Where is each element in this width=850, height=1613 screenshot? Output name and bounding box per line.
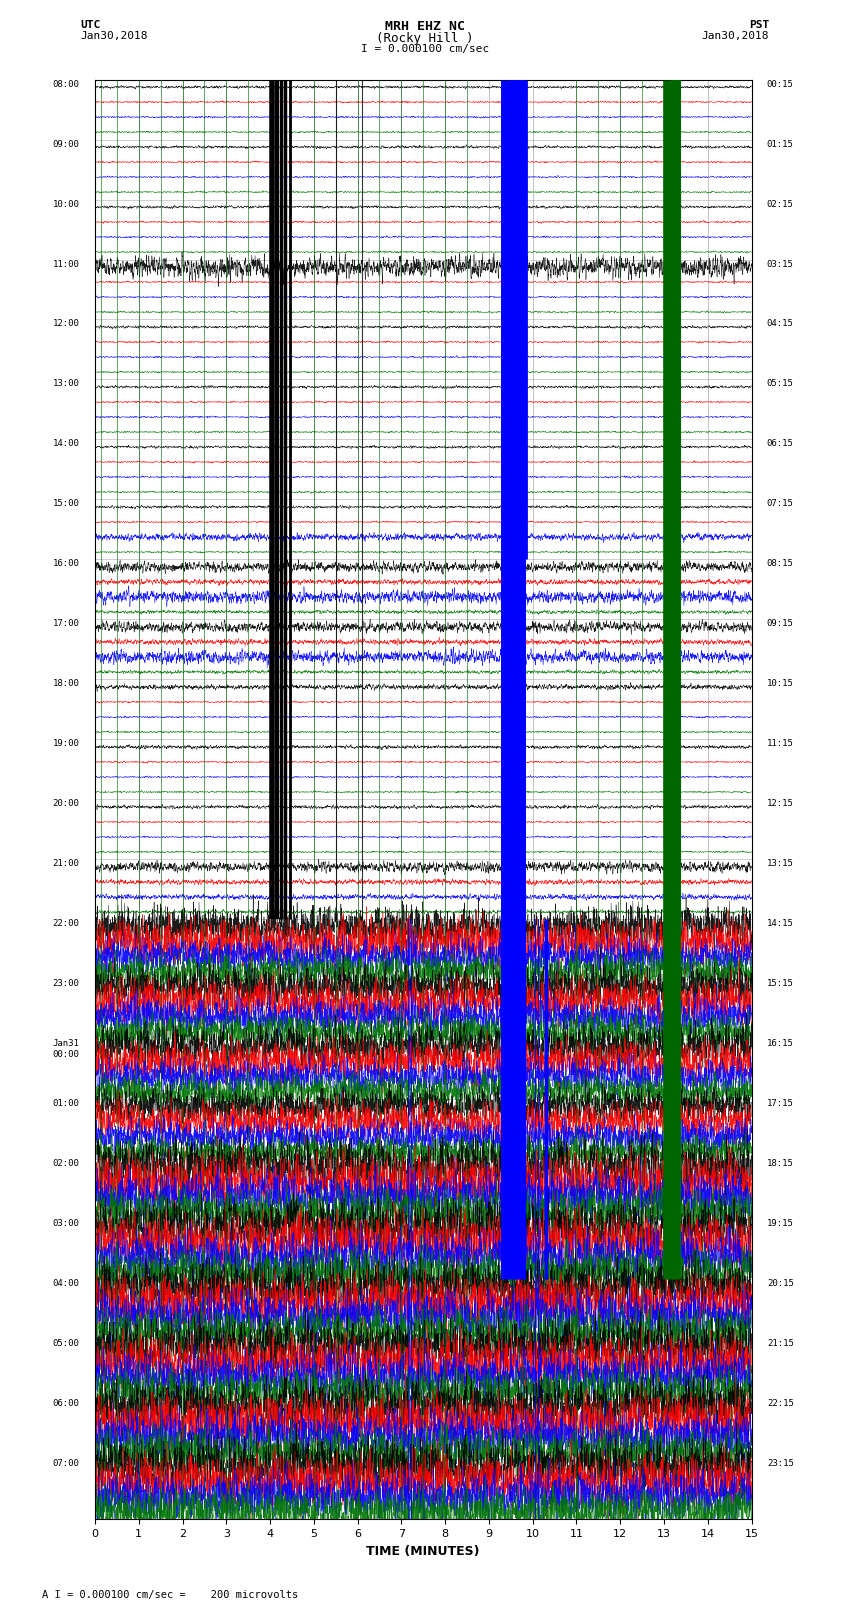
- X-axis label: TIME (MINUTES): TIME (MINUTES): [366, 1545, 480, 1558]
- Text: 03:00: 03:00: [53, 1219, 80, 1229]
- Text: 18:15: 18:15: [767, 1160, 794, 1168]
- Text: 04:00: 04:00: [53, 1279, 80, 1289]
- Text: 21:15: 21:15: [767, 1339, 794, 1348]
- Text: 13:15: 13:15: [767, 860, 794, 868]
- Text: 11:00: 11:00: [53, 260, 80, 268]
- Text: MRH EHZ NC: MRH EHZ NC: [385, 19, 465, 34]
- Text: I = 0.000100 cm/sec: I = 0.000100 cm/sec: [361, 44, 489, 53]
- Text: (Rocky Hill ): (Rocky Hill ): [377, 32, 473, 45]
- Text: 04:15: 04:15: [767, 319, 794, 329]
- Text: 22:00: 22:00: [53, 919, 80, 929]
- Text: 06:00: 06:00: [53, 1400, 80, 1408]
- Text: 21:00: 21:00: [53, 860, 80, 868]
- Text: 19:00: 19:00: [53, 739, 80, 748]
- Text: Jan30,2018: Jan30,2018: [702, 31, 769, 40]
- Text: 22:15: 22:15: [767, 1400, 794, 1408]
- Text: PST: PST: [749, 19, 769, 31]
- Text: A I = 0.000100 cm/sec =    200 microvolts: A I = 0.000100 cm/sec = 200 microvolts: [42, 1590, 298, 1600]
- Text: 20:15: 20:15: [767, 1279, 794, 1289]
- Text: Jan30,2018: Jan30,2018: [81, 31, 148, 40]
- Text: 09:00: 09:00: [53, 139, 80, 148]
- Text: 15:00: 15:00: [53, 500, 80, 508]
- Text: 15:15: 15:15: [767, 979, 794, 989]
- Text: 02:15: 02:15: [767, 200, 794, 208]
- Text: 00:00: 00:00: [53, 1050, 80, 1060]
- Text: 23:00: 23:00: [53, 979, 80, 989]
- Text: 11:15: 11:15: [767, 739, 794, 748]
- Text: 18:00: 18:00: [53, 679, 80, 689]
- Text: 08:00: 08:00: [53, 79, 80, 89]
- Text: 16:00: 16:00: [53, 560, 80, 568]
- Text: 12:00: 12:00: [53, 319, 80, 329]
- Text: Jan31: Jan31: [53, 1039, 80, 1048]
- Text: 13:00: 13:00: [53, 379, 80, 389]
- Text: 07:00: 07:00: [53, 1460, 80, 1468]
- Text: 20:00: 20:00: [53, 800, 80, 808]
- Text: 03:15: 03:15: [767, 260, 794, 268]
- Text: 23:15: 23:15: [767, 1460, 794, 1468]
- Text: 16:15: 16:15: [767, 1039, 794, 1048]
- Text: 02:00: 02:00: [53, 1160, 80, 1168]
- Text: 09:15: 09:15: [767, 619, 794, 629]
- Text: 06:15: 06:15: [767, 439, 794, 448]
- Text: UTC: UTC: [81, 19, 101, 31]
- Text: 14:15: 14:15: [767, 919, 794, 929]
- Text: 17:00: 17:00: [53, 619, 80, 629]
- Text: 19:15: 19:15: [767, 1219, 794, 1229]
- Text: 12:15: 12:15: [767, 800, 794, 808]
- Text: 00:15: 00:15: [767, 79, 794, 89]
- Text: 17:15: 17:15: [767, 1100, 794, 1108]
- Text: 07:15: 07:15: [767, 500, 794, 508]
- Text: 08:15: 08:15: [767, 560, 794, 568]
- Text: 10:00: 10:00: [53, 200, 80, 208]
- Text: 01:00: 01:00: [53, 1100, 80, 1108]
- Text: 05:15: 05:15: [767, 379, 794, 389]
- Text: 14:00: 14:00: [53, 439, 80, 448]
- Text: 10:15: 10:15: [767, 679, 794, 689]
- Text: 05:00: 05:00: [53, 1339, 80, 1348]
- Text: 01:15: 01:15: [767, 139, 794, 148]
